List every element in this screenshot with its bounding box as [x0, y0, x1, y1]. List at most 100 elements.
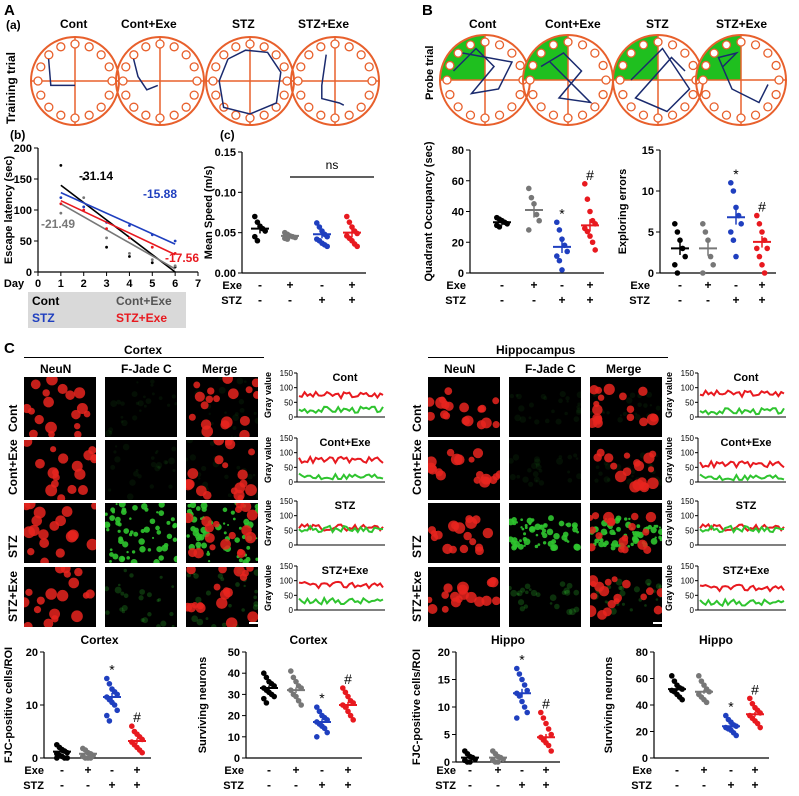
intensity-profile: [699, 459, 785, 470]
hippo-title: Hippocampus: [496, 343, 576, 357]
y-tick-label: 0: [690, 606, 695, 615]
exe-row-label: Exe: [630, 280, 650, 292]
fjc-signal: [509, 474, 516, 481]
pool-hole: [296, 90, 306, 100]
data-point: [584, 228, 591, 235]
fjc-signal: [548, 515, 554, 522]
fjc-signal: [603, 476, 610, 483]
fjc-signal: [523, 544, 526, 547]
data-point: [730, 237, 737, 243]
micrograph-merge: [590, 440, 662, 500]
fjc-signal: [197, 534, 205, 541]
fjc-signal: [122, 541, 129, 548]
y-tick-label: 0: [642, 753, 648, 765]
neun-cell: [204, 532, 215, 543]
x-tick-label: 2: [81, 278, 87, 290]
pool-hole: [494, 40, 505, 50]
histology-row-label: Cont: [410, 404, 424, 432]
fjc-signal: [533, 476, 540, 483]
pool-hole: [626, 102, 636, 112]
data-point: [764, 245, 770, 252]
y-tick-label: 40: [452, 207, 464, 219]
exe-sign: -: [267, 763, 271, 777]
data-point: [104, 712, 110, 719]
pool-hole: [330, 113, 340, 123]
fjc-signal: [158, 503, 165, 508]
pool-hole: [129, 102, 139, 112]
fjc-signal: [205, 590, 211, 596]
fjc-signal: [528, 416, 532, 420]
neun-cell: [479, 476, 491, 488]
legend-stz: STZ: [32, 311, 55, 325]
data-point: [528, 194, 535, 201]
neun-cell: [186, 512, 194, 524]
fjc-signal: [117, 529, 121, 533]
data-point: [150, 261, 154, 265]
neun-cell: [39, 538, 50, 548]
pool-hole: [615, 75, 625, 85]
neun-cell: [248, 448, 255, 456]
fjc-signal: [533, 456, 541, 463]
data-point: [349, 224, 355, 230]
neun-cell: [472, 448, 484, 459]
stz-sign: +: [108, 778, 115, 792]
pool-hole: [763, 102, 773, 112]
exe-sign: -: [729, 763, 733, 777]
micrograph-fjc: [509, 503, 581, 563]
fjc-signal: [534, 419, 540, 425]
y-tick-label: 150: [280, 562, 294, 571]
data-point: [293, 678, 299, 685]
neun-cell: [193, 381, 201, 389]
fjc-signal: [614, 517, 621, 524]
neun-cell: [640, 593, 648, 601]
neun-cell: [639, 417, 648, 427]
fjc-signal: [159, 575, 163, 579]
y-tick-label: 50: [685, 591, 694, 600]
pool-hole: [701, 60, 711, 71]
fjc-signal: [509, 585, 512, 591]
data-point: [698, 678, 705, 684]
pool-hole: [155, 39, 165, 49]
fjc-signal: [232, 414, 239, 421]
significance-mark: *: [319, 690, 325, 706]
y-tick-label: 100: [280, 449, 294, 458]
intensity-profile: [298, 454, 384, 465]
fjc-signal: [634, 537, 640, 543]
neun-cell: [227, 388, 239, 400]
pool-hole: [536, 102, 546, 112]
stz-sign: -: [288, 293, 292, 307]
y-axis-label: FJC-positive cells/ROI: [411, 649, 423, 765]
neun-cell: [590, 605, 597, 618]
fjc-signal: [253, 601, 258, 607]
pool-hole: [442, 75, 452, 85]
fjc-signal: [207, 560, 211, 563]
pool-hole: [192, 76, 202, 86]
neun-cell: [622, 579, 631, 589]
fjc-signal: [565, 523, 569, 526]
fjc-signal: [243, 584, 246, 588]
data-point: [104, 675, 110, 682]
significance-mark: *: [728, 699, 734, 715]
exe-sign: -: [60, 763, 64, 777]
neun-cell: [212, 520, 220, 528]
pool-hole: [293, 76, 303, 86]
pool-hole: [36, 62, 46, 72]
neun-cell: [441, 605, 449, 613]
data-point: [521, 704, 528, 710]
fjc-signal: [520, 526, 523, 529]
exe-sign: +: [751, 763, 758, 777]
fjc-signal: [141, 503, 148, 510]
pool-hole: [70, 113, 80, 123]
stz-sign: +: [758, 293, 765, 307]
neun-cell: [246, 509, 258, 521]
neun-cell: [74, 430, 82, 437]
neun-cell: [643, 452, 655, 464]
y-tick-label: 0: [289, 478, 294, 487]
fjc-signal: [543, 523, 547, 527]
fjc-signal: [561, 590, 567, 595]
fjc-signal: [520, 587, 526, 593]
neun-cell: [643, 545, 652, 554]
pool-hole: [465, 40, 476, 50]
fjc-signal: [657, 528, 662, 535]
stz-sign: +: [727, 778, 734, 792]
